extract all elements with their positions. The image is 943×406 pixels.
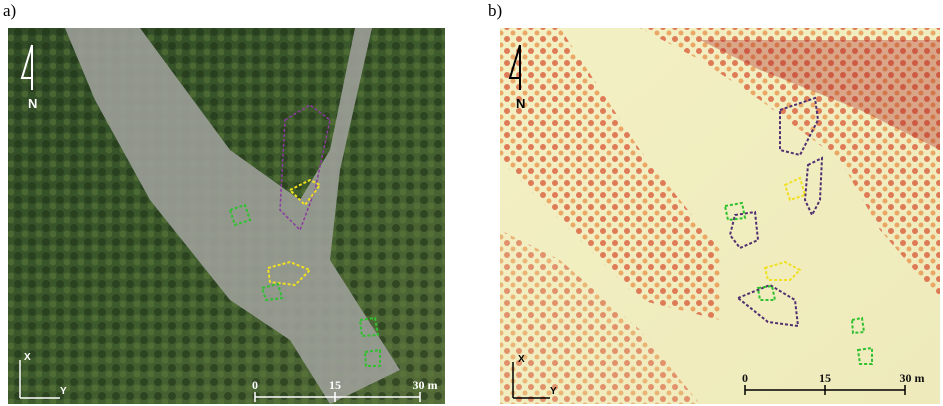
scale-label: 0	[252, 378, 258, 392]
scale-label: 15	[329, 378, 341, 392]
axis-y-label: Y	[550, 386, 557, 397]
north-arrow: N	[20, 44, 37, 111]
scale-bar	[744, 385, 906, 395]
outline	[363, 348, 381, 367]
outline	[803, 156, 824, 218]
scale-label: 30 m	[413, 378, 438, 392]
scale-label: 0	[742, 371, 748, 385]
outline	[756, 284, 777, 301]
outline	[736, 283, 800, 328]
scale-label: 30 m	[900, 371, 925, 385]
axis-y-label: Y	[60, 386, 67, 397]
outline	[723, 201, 747, 222]
aerial-photo	[8, 28, 445, 404]
outline	[279, 104, 331, 232]
panel-label: a)	[3, 1, 16, 20]
outline	[728, 210, 760, 250]
north-arrow: N	[508, 44, 525, 111]
outline	[763, 260, 802, 281]
outline	[260, 282, 284, 302]
vegetation-right	[640, 28, 940, 300]
outline	[779, 96, 820, 157]
vegetation-left	[500, 28, 720, 320]
vegetation-dense	[700, 40, 940, 150]
scale-label: 15	[819, 371, 831, 385]
vegetation-bottom	[500, 230, 700, 404]
north-label: N	[28, 96, 37, 111]
axis-x-label: X	[24, 352, 31, 363]
outline	[850, 316, 866, 335]
axis-x-label: X	[518, 354, 525, 365]
outline	[856, 346, 873, 365]
outline	[783, 176, 807, 202]
outline	[288, 178, 322, 207]
outline	[228, 203, 252, 227]
arrow	[508, 44, 521, 90]
outline	[358, 316, 380, 338]
north-label: N	[516, 96, 525, 111]
panel-label: b)	[488, 1, 502, 20]
arrow	[20, 44, 33, 90]
index-map	[500, 28, 940, 404]
scale-bar	[254, 392, 421, 402]
axis-arrows	[512, 362, 550, 399]
axis-arrows	[19, 360, 60, 399]
